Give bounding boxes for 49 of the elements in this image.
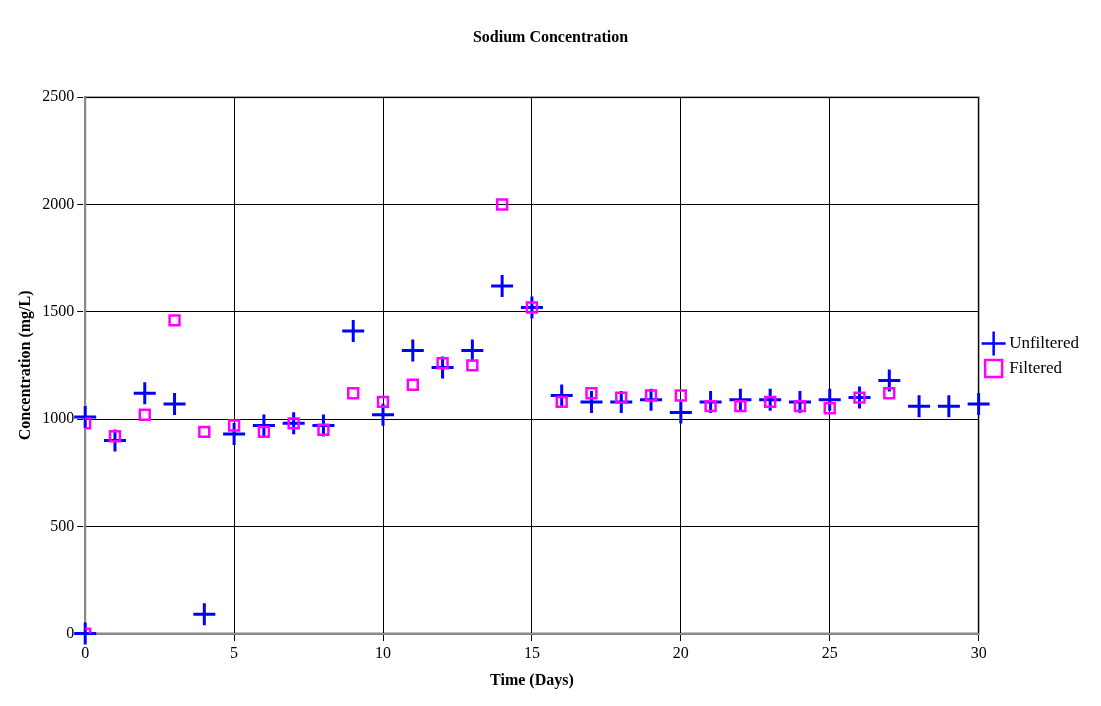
- point: [347, 387, 360, 400]
- point: [193, 603, 216, 626]
- point: [223, 423, 246, 446]
- y-tick-label: 2500: [42, 87, 75, 105]
- point: [168, 314, 181, 327]
- y-tick-label: 0: [66, 623, 75, 641]
- point: [818, 388, 841, 411]
- point: [466, 359, 479, 372]
- point: [376, 395, 390, 409]
- point: [372, 403, 395, 426]
- point: [937, 395, 960, 418]
- y-tick-label: 500: [50, 516, 75, 534]
- point: [227, 419, 241, 432]
- point: [133, 382, 156, 405]
- x-tick-label: 10: [375, 644, 392, 662]
- x-tick-label: 20: [672, 644, 689, 662]
- y-tick-label: 1000: [42, 409, 75, 427]
- x-axis-title: Time (Days): [490, 670, 574, 689]
- y-tick-label: 1500: [42, 301, 75, 319]
- legend-label: Unfiltered: [1009, 332, 1080, 352]
- point: [342, 320, 365, 343]
- point: [74, 405, 97, 428]
- point: [138, 408, 151, 421]
- point: [74, 622, 97, 645]
- legend-label: Filtered: [1009, 357, 1063, 377]
- y-axis-title: Concentration (mg/L): [15, 290, 34, 441]
- point: [491, 275, 514, 298]
- chart-title: Sodium Concentration: [472, 27, 629, 45]
- point: [585, 387, 598, 400]
- point: [878, 369, 901, 392]
- point: [461, 339, 484, 362]
- point: [580, 390, 603, 413]
- point: [198, 425, 211, 439]
- point: [908, 395, 931, 418]
- point: [823, 402, 836, 415]
- y-tick-label: 2000: [42, 194, 75, 212]
- x-tick-label: 25: [821, 644, 838, 662]
- x-tick-label: 5: [230, 644, 239, 662]
- point: [669, 401, 692, 424]
- point: [495, 198, 509, 211]
- point: [883, 387, 896, 400]
- x-tick-label: 15: [523, 644, 540, 662]
- point: [674, 389, 688, 402]
- point: [967, 393, 990, 416]
- point: [401, 339, 424, 362]
- point: [406, 378, 419, 391]
- point: [163, 393, 186, 416]
- x-tick-label: 30: [970, 644, 987, 662]
- x-tick-label: 0: [81, 644, 90, 662]
